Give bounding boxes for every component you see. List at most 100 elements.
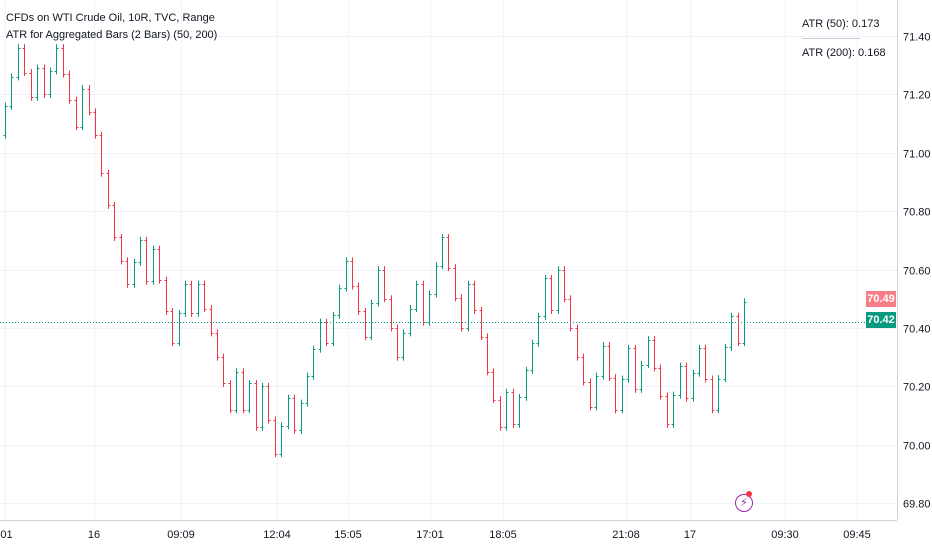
ohlc-bar (125, 257, 130, 288)
ohlc-bar (35, 64, 40, 101)
ohlc-bar (363, 307, 368, 341)
ohlc-bar (536, 312, 541, 347)
ohlc-bar (395, 324, 400, 361)
ohlc-bar (716, 375, 721, 414)
chart-title[interactable]: CFDs on WTI Crude Oil, 10R, TVC, Range (6, 12, 215, 24)
x-tick-label: 09:30 (771, 529, 799, 541)
y-tick-label: 70.40 (903, 324, 931, 336)
ohlc-bar (376, 266, 381, 307)
y-tick-label: 71.40 (903, 32, 931, 44)
x-tick-label: 21:08 (612, 529, 640, 541)
ohlc-bar (106, 169, 111, 209)
ohlc-bar (22, 44, 27, 77)
ohlc-bar (633, 344, 638, 393)
ohlc-bar (189, 280, 194, 317)
ohlc-bar (736, 312, 741, 347)
ohlc-bar (697, 344, 702, 377)
ohlc-bar (286, 394, 291, 430)
ohlc-bar (581, 353, 586, 386)
ohlc-bar (382, 266, 387, 303)
ohlc-bar (466, 280, 471, 332)
ohlc-bar (151, 245, 156, 285)
x-tick-label: 09:45 (843, 529, 871, 541)
ohlc-bar (671, 391, 676, 428)
ohlc-bar (305, 372, 310, 407)
price-bars (3, 44, 747, 458)
ohlc-bar (42, 64, 47, 98)
ohlc-bar (209, 305, 214, 337)
ohlc-bar (119, 233, 124, 265)
alert-bolt-icon[interactable]: ⚡ (735, 491, 753, 512)
ohlc-bar (93, 108, 98, 139)
ohlc-bar (684, 362, 689, 402)
ohlc-bar (202, 280, 207, 313)
ohlc-bar (678, 362, 683, 399)
ohlc-bar (234, 368, 239, 414)
ohlc-bar (543, 274, 548, 320)
ohlc-bar (177, 309, 182, 347)
x-tick-label: 15:05 (334, 529, 362, 541)
ohlc-bar (196, 280, 201, 317)
ohlc-bar (16, 44, 21, 81)
ohlc-bar (401, 329, 406, 361)
atr-200-value: ATR (200): 0.168 (802, 47, 886, 59)
y-tick-label: 70.80 (903, 207, 931, 219)
ohlc-bar (29, 68, 34, 101)
ohlc-bar (594, 372, 599, 411)
ohlc-bar (144, 236, 149, 285)
ohlc-bar (369, 299, 374, 341)
ohlc-bar (241, 368, 246, 414)
y-tick-label: 71.00 (903, 149, 931, 161)
ohlc-bar (620, 375, 625, 414)
ohlc-bar (183, 280, 188, 317)
y-tick-label: 69.80 (903, 499, 931, 511)
ohlc-bar (273, 416, 278, 458)
ohlc-bar (498, 396, 503, 431)
x-tick-label: 16 (88, 529, 100, 541)
ohlc-bar (331, 311, 336, 347)
ohlc-bar (556, 266, 561, 314)
ohlc-bar (665, 392, 670, 428)
ohlc-bar (658, 364, 663, 400)
ohlc-bar (356, 282, 361, 315)
last-price-label: 70.42 (866, 312, 896, 328)
ohlc-bar (247, 379, 252, 414)
y-tick-label: 71.20 (903, 90, 931, 102)
ohlc-bar (61, 44, 66, 78)
ohlc-bar (613, 374, 618, 414)
ohlc-bar (292, 394, 297, 434)
ohlc-bar (311, 345, 316, 380)
ohlc-bar (588, 378, 593, 411)
ohlc-bar (524, 366, 529, 401)
ohlc-bar (517, 393, 522, 428)
y-tick-label: 70.00 (903, 441, 931, 453)
ohlc-bar (337, 284, 342, 319)
ohlc-bar (652, 336, 657, 372)
ohlc-bar (344, 257, 349, 292)
ohlc-bar (729, 312, 734, 351)
indicator-label[interactable]: ATR for Aggregated Bars (2 Bars) (50, 20… (6, 29, 218, 41)
ohlc-bar (80, 85, 85, 131)
ohlc-bar (568, 295, 573, 332)
ohlc-bar (318, 318, 323, 353)
ohlc-bar (170, 307, 175, 347)
ohlc-bar (112, 201, 117, 241)
ohlc-bar (639, 360, 644, 393)
ohlc-bar (446, 233, 451, 272)
ohlc-bar (87, 85, 92, 116)
ohlc-bar (703, 344, 708, 383)
ohlc-bar (389, 295, 394, 332)
ohlc-bar (646, 336, 651, 369)
x-tick-label: 18:05 (489, 529, 517, 541)
ohlc-bar (408, 305, 413, 337)
y-tick-label: 70.20 (903, 382, 931, 394)
ohlc-bar (132, 258, 137, 288)
atr-divider (802, 38, 860, 39)
ohlc-bar (504, 388, 509, 431)
ohlc-bar (228, 379, 233, 414)
axes: 71.40 71.20 71.00 70.80 70.60 70.40 70.20 70.00… (0, 0, 931, 541)
ohlc-bar (299, 399, 304, 434)
ohlc-bar (511, 388, 516, 428)
